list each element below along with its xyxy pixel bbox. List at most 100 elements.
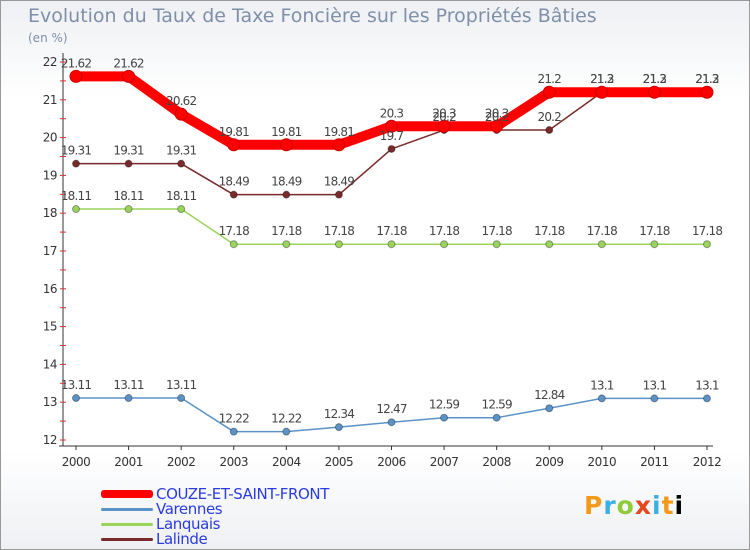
- y-tick-label: 16: [43, 282, 57, 296]
- data-label: 12.34: [324, 407, 355, 421]
- x-tick-label: 2001: [114, 455, 143, 469]
- data-label: 19.31: [113, 144, 144, 158]
- data-label: 21.2: [537, 72, 561, 86]
- data-label: 18.49: [324, 175, 355, 189]
- data-label: 17.18: [219, 224, 250, 238]
- data-label: 19.81: [271, 125, 302, 139]
- x-tick-label: 2007: [430, 455, 459, 469]
- data-point: [229, 427, 238, 436]
- y-tick-label: 15: [43, 320, 57, 334]
- data-point: [437, 119, 451, 133]
- data-point: [72, 394, 80, 403]
- x-tick-label: 2005: [325, 455, 354, 469]
- data-label: 17.18: [271, 224, 302, 238]
- data-label: 20.62: [166, 94, 197, 108]
- data-point: [700, 85, 714, 99]
- data-label: 13.1: [590, 378, 614, 392]
- legend-swatch: [101, 490, 153, 498]
- data-point: [597, 240, 606, 249]
- data-label: 17.18: [429, 224, 460, 238]
- data-label: 19.81: [219, 125, 250, 139]
- data-point: [545, 240, 554, 249]
- data-label: 18.11: [61, 189, 92, 203]
- x-tick-label: 2009: [535, 455, 564, 469]
- data-label: 18.49: [219, 175, 250, 189]
- legend-swatch: [101, 522, 153, 526]
- legend-swatch: [101, 507, 153, 511]
- y-tick-label: 12: [43, 433, 57, 447]
- data-label: 17.18: [481, 224, 512, 238]
- data-label: 18.11: [166, 189, 197, 203]
- data-point: [124, 159, 133, 168]
- data-label: 13.11: [61, 378, 92, 392]
- data-label: 21.3: [695, 72, 719, 86]
- data-point: [650, 394, 659, 403]
- legend-item-couze: COUZE-ET-SAINT-FRONT: [101, 485, 421, 503]
- data-point: [177, 205, 186, 214]
- data-point: [492, 413, 501, 422]
- data-label: 21.3: [590, 72, 614, 86]
- data-label: 17.18: [639, 224, 670, 238]
- data-point: [282, 190, 291, 199]
- data-point: [334, 240, 343, 249]
- proxiti-logo: Proxiti: [584, 491, 685, 520]
- x-tick-label: 2008: [482, 455, 511, 469]
- data-point: [440, 413, 449, 422]
- data-point: [492, 240, 501, 249]
- data-point: [334, 190, 343, 199]
- y-tick-label: 19: [43, 168, 57, 182]
- legend-label: Lalinde: [156, 530, 208, 548]
- data-label: 17.18: [534, 224, 565, 238]
- data-label: 17.18: [692, 224, 723, 238]
- legend-label: COUZE-ET-SAINT-FRONT: [156, 485, 329, 503]
- data-label: 12.59: [481, 398, 512, 412]
- data-point: [177, 394, 186, 403]
- legend-item-lanquais: Lanquais: [101, 515, 421, 533]
- data-label: 20.3: [485, 106, 509, 120]
- data-point: [650, 240, 659, 249]
- y-tick-label: 17: [43, 244, 57, 258]
- data-point: [229, 240, 238, 249]
- x-tick-label: 2003: [219, 455, 248, 469]
- data-label: 19.7: [380, 129, 404, 143]
- y-tick-label: 20: [43, 131, 57, 145]
- x-tick-label: 2006: [377, 455, 406, 469]
- x-tick-label: 2012: [693, 455, 722, 469]
- data-label: 20.2: [432, 110, 456, 124]
- data-point: [542, 85, 556, 99]
- data-label: 13.11: [166, 378, 197, 392]
- data-point: [387, 418, 396, 427]
- data-point: [647, 85, 661, 99]
- data-point: [595, 85, 609, 99]
- data-label: 18.11: [113, 189, 144, 203]
- data-label: 21.2: [643, 72, 667, 86]
- legend-label: Lanquais: [156, 515, 221, 533]
- data-point: [227, 138, 241, 152]
- data-label: 12.59: [429, 398, 460, 412]
- legend-item-lalinde: Lalinde: [101, 530, 421, 548]
- data-point: [440, 240, 449, 249]
- data-point: [385, 119, 398, 133]
- data-label: 20.2: [537, 110, 561, 124]
- data-label: 20.3: [380, 106, 404, 120]
- data-point: [703, 240, 711, 249]
- data-point: [124, 205, 133, 214]
- data-label: 12.84: [534, 388, 565, 402]
- data-label: 20.2: [485, 110, 509, 124]
- data-point: [490, 119, 504, 133]
- x-tick-label: 2010: [588, 455, 617, 469]
- data-label: 21.3: [643, 72, 667, 86]
- data-point: [282, 427, 291, 436]
- x-tick-label: 2000: [62, 455, 91, 469]
- data-point: [72, 159, 80, 168]
- data-label: 19.31: [61, 144, 92, 158]
- legend-label: Varennes: [156, 500, 223, 518]
- data-point: [332, 138, 346, 152]
- data-label: 21.62: [61, 56, 92, 70]
- data-point: [334, 423, 343, 432]
- data-point: [69, 69, 83, 83]
- data-label: 12.22: [219, 412, 250, 426]
- data-point: [177, 159, 186, 168]
